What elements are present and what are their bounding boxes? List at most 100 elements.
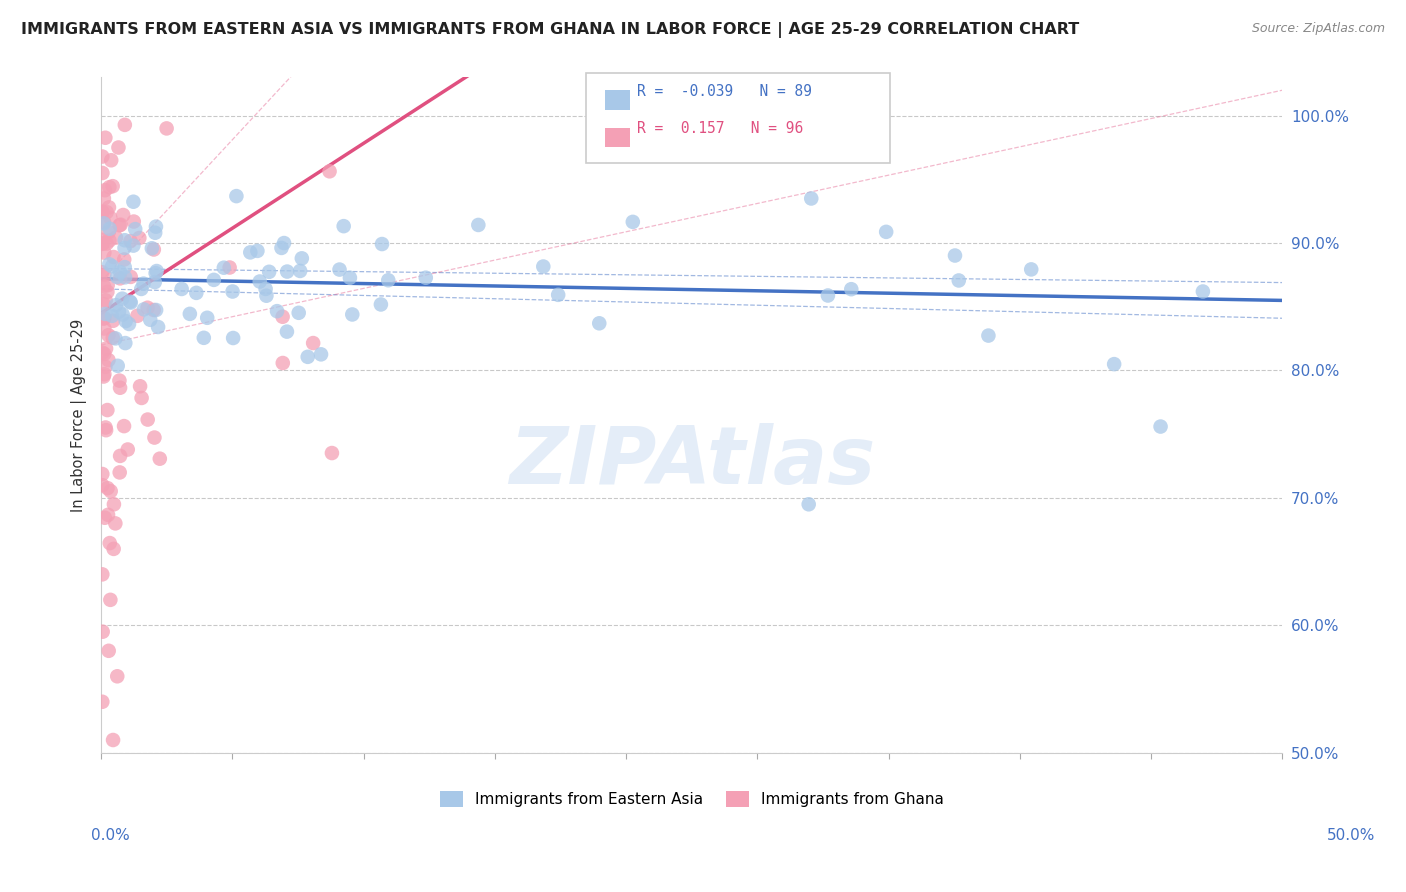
Point [114,336,136,351]
Point [254,289,277,303]
Point [93,310,115,325]
Point [91,236,114,251]
Point [96,481,118,495]
Point [239,245,262,260]
Point [114,241,136,255]
Point [91,265,114,279]
Point [100,484,122,499]
Point [621,215,644,229]
Point [202,273,225,287]
Point [93,245,115,260]
Point [94,342,117,356]
Text: 50.0%: 50.0% [1327,828,1375,843]
Point [104,516,127,531]
Point [105,669,128,683]
Point [91,166,114,180]
Point [93,216,115,230]
Point [415,270,437,285]
Point [94,130,117,145]
Point [110,218,132,232]
Point [97,353,120,368]
Point [145,303,167,318]
Point [839,282,862,296]
Point [136,301,159,315]
Point [588,316,610,330]
Point [91,345,114,359]
Point [120,294,142,309]
Point [142,303,165,318]
Point [110,265,132,279]
Point [246,244,269,258]
Point [276,264,298,278]
Point [817,288,839,302]
Point [1102,357,1125,371]
Point [94,423,117,437]
Text: Source: ZipAtlas.com: Source: ZipAtlas.com [1251,22,1385,36]
Point [127,309,149,323]
Text: R =  0.157   N = 96: R = 0.157 N = 96 [637,121,803,136]
Point [370,297,392,311]
Point [91,567,114,582]
Point [91,233,114,247]
Point [93,368,115,382]
Point [143,226,166,240]
Point [94,307,117,321]
Point [875,225,897,239]
Point [212,260,235,275]
Point [328,262,350,277]
Point [249,275,271,289]
Point [101,309,124,323]
Point [93,215,115,229]
Point [114,314,136,328]
Point [91,204,114,219]
Point [111,292,134,306]
Point [98,180,121,194]
Point [94,359,117,374]
Point [101,179,124,194]
Point [124,222,146,236]
Point [98,200,121,214]
Point [103,497,125,511]
Point [145,219,167,234]
Point [309,347,332,361]
Point [114,260,136,274]
Point [129,282,152,296]
Point [98,211,121,225]
Point [143,431,166,445]
Point [108,304,131,318]
Point [97,644,120,658]
Point [100,153,122,168]
Point [107,359,129,373]
Point [94,183,117,197]
Point [101,314,124,328]
Point [145,264,167,278]
Point [146,320,169,334]
Point [1192,285,1215,299]
Point [118,317,141,331]
Point [977,328,1000,343]
Point [797,497,820,511]
Point [342,308,364,322]
Point [93,311,115,326]
Point [270,241,292,255]
Point [107,140,129,154]
Point [98,257,121,271]
Point [98,221,121,235]
Point [101,733,124,747]
Point [302,336,325,351]
Text: 0.0%: 0.0% [91,828,131,843]
Point [332,219,354,234]
Point [103,250,125,264]
Point [91,624,114,639]
Point [291,252,314,266]
Point [91,205,114,219]
Point [93,347,115,361]
Point [120,295,142,310]
Point [273,235,295,250]
Point [93,279,115,293]
Point [195,310,218,325]
Point [94,510,117,524]
Point [108,219,131,233]
Point [97,278,120,293]
Point [531,260,554,274]
